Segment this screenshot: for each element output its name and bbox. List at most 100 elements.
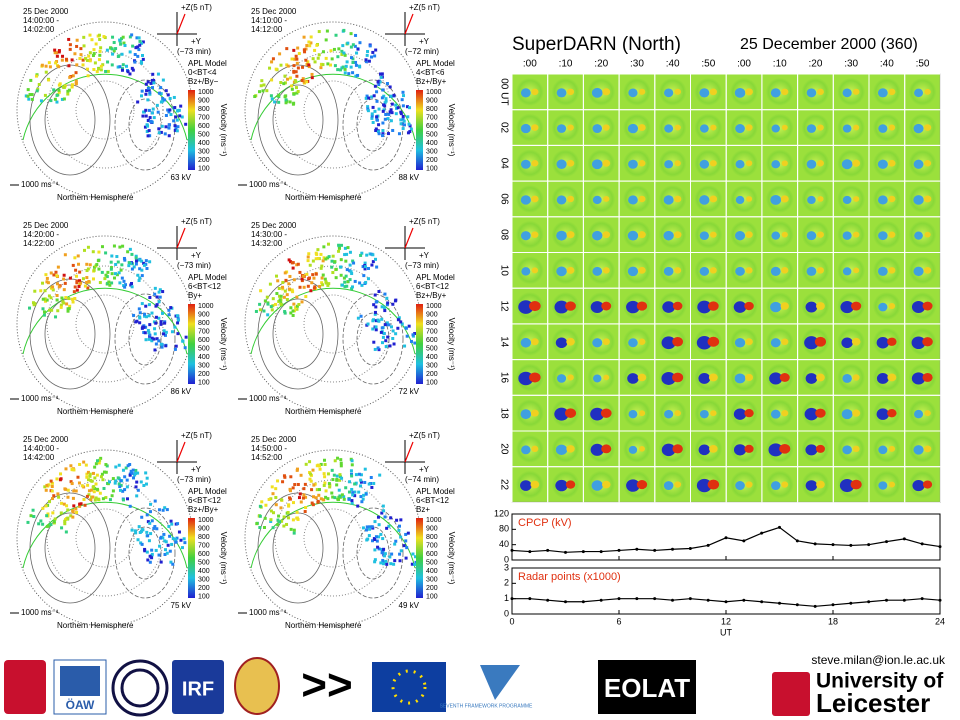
vector [157,127,161,131]
vector [371,105,375,109]
cell-cell [699,266,710,276]
vector [347,72,351,76]
potential: 49 kV [399,601,420,610]
vector [67,297,71,301]
vector [174,115,178,119]
vector [50,497,54,501]
cell-cell [922,337,933,347]
vector [66,508,70,512]
vector [349,472,353,476]
vector [340,49,344,53]
column-label: :50 [701,59,715,70]
cell-cell [735,195,745,205]
vector [274,274,278,278]
vector [121,498,125,502]
cell-cell [708,373,718,382]
vector [86,74,90,78]
vector [371,50,375,54]
cell-cell [745,160,753,167]
vector [49,479,53,483]
vector [146,98,150,102]
vector [173,347,177,351]
colorbar-tick: 1000 [198,303,214,310]
vector [302,80,306,84]
vector [41,297,45,301]
data-point [599,550,603,554]
vector [268,66,272,70]
vector [366,105,370,109]
x-tick-label: 12 [721,616,731,626]
series-label: Radar points (x1000) [518,571,621,583]
vector [48,500,52,504]
vector [292,48,296,52]
vector [41,522,45,526]
vector [366,537,370,541]
cell-cell [638,231,646,239]
colorbar-tick: 800 [198,534,210,541]
cell-cell [770,88,781,98]
vector [64,57,68,61]
vector [351,60,355,64]
vector [327,282,331,286]
colorbar [416,304,423,384]
vector [375,118,379,122]
vector [70,468,74,472]
vector [137,307,141,311]
vector [383,101,387,105]
vector [336,55,340,59]
vector [158,295,162,299]
cell-cell [664,88,674,98]
colorbar-tick: 500 [426,345,438,352]
vector [51,285,55,289]
cell-cell [924,231,931,238]
vector [88,474,92,478]
cell-cell [602,231,611,239]
vector [305,62,309,66]
vector [361,497,365,501]
cell-cell [878,481,888,490]
vector [159,86,163,90]
vector [64,530,68,534]
vector [140,542,144,546]
vector [111,52,115,56]
date: 25 Dec 2000 [23,7,69,16]
vector [93,476,97,480]
vector [75,63,79,67]
cell-cell [566,159,575,167]
cell-cell [710,410,717,417]
vector [60,296,64,300]
cell-cell [924,410,931,417]
eolat-logo: EOLAT [604,673,690,703]
vector [45,276,49,280]
vector [60,58,64,62]
cell-cell [638,338,646,345]
cell-cell [709,267,717,274]
vector [184,335,188,339]
vector [373,84,377,88]
vector [344,64,348,68]
vector [396,318,400,322]
vector [141,40,145,44]
cell-cell [805,444,818,456]
vector [116,65,120,69]
vector [151,72,155,76]
colorbar-tick: 800 [198,320,210,327]
vector [292,302,296,306]
vector [138,258,142,262]
vector [351,71,355,75]
vector [384,97,388,101]
vector [274,487,278,491]
vector [288,274,292,278]
cell-cell [816,160,824,167]
cell-cell [520,480,532,491]
data-point [795,603,799,607]
vector [127,261,131,265]
vector [301,496,305,500]
vector [373,538,377,542]
vector [114,262,118,266]
vector [118,38,122,42]
vector [319,66,323,70]
cell-cell [520,409,532,420]
colorbar-tick: 100 [426,165,438,172]
vector [138,276,142,280]
